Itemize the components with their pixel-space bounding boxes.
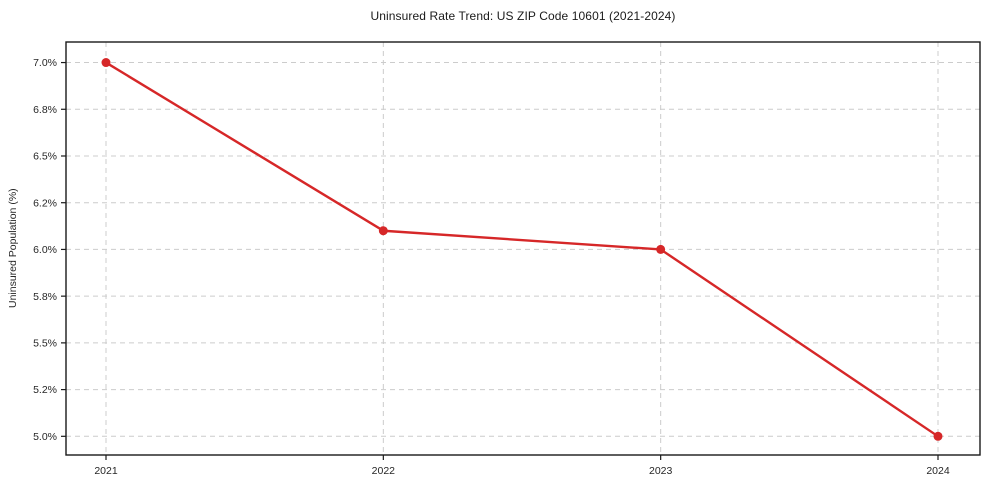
- x-tick-label: 2022: [372, 465, 396, 477]
- y-tick-label: 6.8%: [33, 104, 57, 116]
- y-tick-label: 7.0%: [33, 57, 57, 69]
- x-tick-label: 2024: [926, 465, 950, 477]
- data-point: [656, 244, 666, 254]
- data-line: [104, 61, 940, 438]
- y-tick-label: 6.2%: [33, 197, 57, 209]
- chart-title: Uninsured Rate Trend: US ZIP Code 10601 …: [370, 9, 676, 23]
- plot-border: [65, 41, 981, 456]
- y-tick-label: 5.2%: [33, 384, 57, 396]
- y-tick-label: 5.5%: [33, 337, 57, 349]
- y-tick-label: 6.0%: [33, 244, 57, 256]
- y-tick-label: 6.5%: [33, 151, 57, 163]
- data-point: [101, 58, 111, 68]
- x-tick-label: 2021: [94, 465, 118, 477]
- data-point: [378, 226, 388, 236]
- x-tick-label: 2023: [649, 465, 673, 477]
- data-point: [933, 431, 943, 441]
- y-tick-label: 5.0%: [33, 431, 57, 443]
- y-tick-label: 5.8%: [33, 291, 57, 303]
